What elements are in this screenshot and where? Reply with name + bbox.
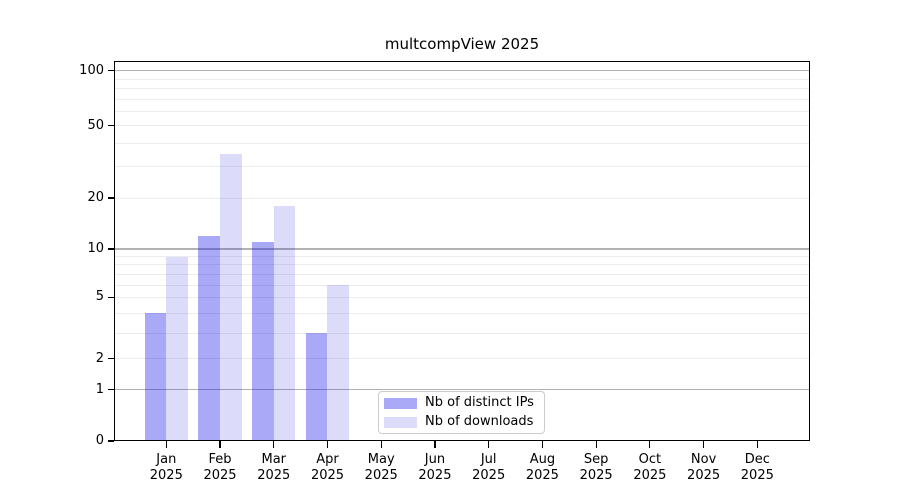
x-tick-mark [541, 441, 543, 448]
y-tick-mark [107, 125, 114, 127]
y-tick-mark [107, 389, 114, 391]
y-tick-mark [107, 358, 114, 360]
bar-jan-downloads [166, 256, 188, 441]
x-tick-label: Jun 2025 [418, 452, 452, 483]
x-tick-mark [434, 441, 436, 448]
x-tick-mark [756, 441, 758, 448]
y-gridline-minor [114, 98, 810, 100]
y-gridline-minor [114, 125, 810, 127]
legend-swatch-ips [384, 397, 417, 409]
x-tick-label: Feb 2025 [203, 452, 237, 483]
legend-label-ips: Nb of distinct IPs [425, 395, 534, 410]
chart-title: multcompView 2025 [384, 35, 540, 53]
y-tick-mark [107, 296, 114, 298]
y-gridline-major [114, 248, 810, 250]
bar-mar-downloads [273, 205, 296, 441]
y-gridline-major [114, 70, 810, 72]
y-gridline-minor [114, 142, 810, 144]
y-tick-mark [107, 70, 114, 72]
x-tick-label: Dec 2025 [740, 452, 774, 483]
bar-jan-ips [144, 313, 167, 441]
y-gridline-major [114, 389, 810, 391]
y-tick-label: 5 [95, 289, 104, 305]
x-tick-label: Mar 2025 [257, 452, 291, 483]
y-gridline-minor [114, 284, 810, 286]
x-tick-label: Oct 2025 [633, 452, 667, 483]
legend-item-distinct-ips: Nb of distinct IPs [384, 395, 539, 411]
y-tick-mark [107, 440, 114, 442]
x-tick-label: Aug 2025 [525, 452, 559, 483]
x-tick-mark [488, 441, 490, 448]
y-tick-label: 100 [79, 62, 104, 78]
x-tick-mark [219, 441, 221, 448]
y-tick-label: 20 [87, 190, 104, 205]
y-gridline-minor [114, 256, 810, 258]
y-gridline-minor [114, 165, 810, 167]
y-gridline-minor [114, 110, 810, 112]
y-gridline-minor [114, 358, 810, 360]
x-tick-label: Jan 2025 [149, 452, 183, 483]
x-tick-mark [703, 441, 705, 448]
x-tick-mark [595, 441, 597, 448]
x-tick-mark [273, 441, 275, 448]
y-gridline-minor [114, 87, 810, 89]
y-gridline-minor [114, 264, 810, 266]
y-tick-label: 2 [95, 350, 104, 366]
y-tick-label: 50 [87, 117, 104, 133]
y-gridline-minor [114, 197, 810, 199]
x-tick-mark [165, 441, 167, 448]
y-tick-label: 0 [95, 433, 104, 448]
y-gridline-minor [114, 296, 810, 298]
y-tick-label: 10 [87, 241, 104, 256]
x-tick-label: Sep 2025 [579, 452, 613, 483]
y-gridline-minor [114, 332, 810, 334]
y-tick-label: 1 [95, 381, 104, 397]
legend-item-downloads: Nb of downloads [384, 414, 539, 430]
x-tick-mark [326, 441, 329, 448]
legend: Nb of distinct IPs Nb of downloads [378, 391, 545, 434]
legend-label-downloads: Nb of downloads [425, 414, 534, 429]
x-tick-label: May 2025 [364, 452, 398, 483]
x-tick-label: Nov 2025 [687, 452, 721, 483]
bar-feb-downloads [220, 154, 242, 441]
y-gridline-minor [114, 273, 810, 275]
y-tick-mark [107, 197, 114, 199]
y-gridline-minor [114, 312, 810, 314]
bar-apr-ips [305, 333, 328, 441]
y-tick-mark [107, 248, 114, 250]
x-tick-label: Apr 2025 [310, 452, 345, 483]
x-tick-label: Jul 2025 [472, 452, 506, 483]
x-tick-mark [649, 441, 651, 448]
y-gridline-minor [114, 78, 810, 80]
legend-swatch-downloads [384, 416, 417, 428]
bar-mar-ips [252, 242, 274, 441]
bar-apr-downloads [327, 285, 350, 441]
bar-feb-ips [198, 235, 221, 441]
x-tick-mark [380, 441, 382, 448]
